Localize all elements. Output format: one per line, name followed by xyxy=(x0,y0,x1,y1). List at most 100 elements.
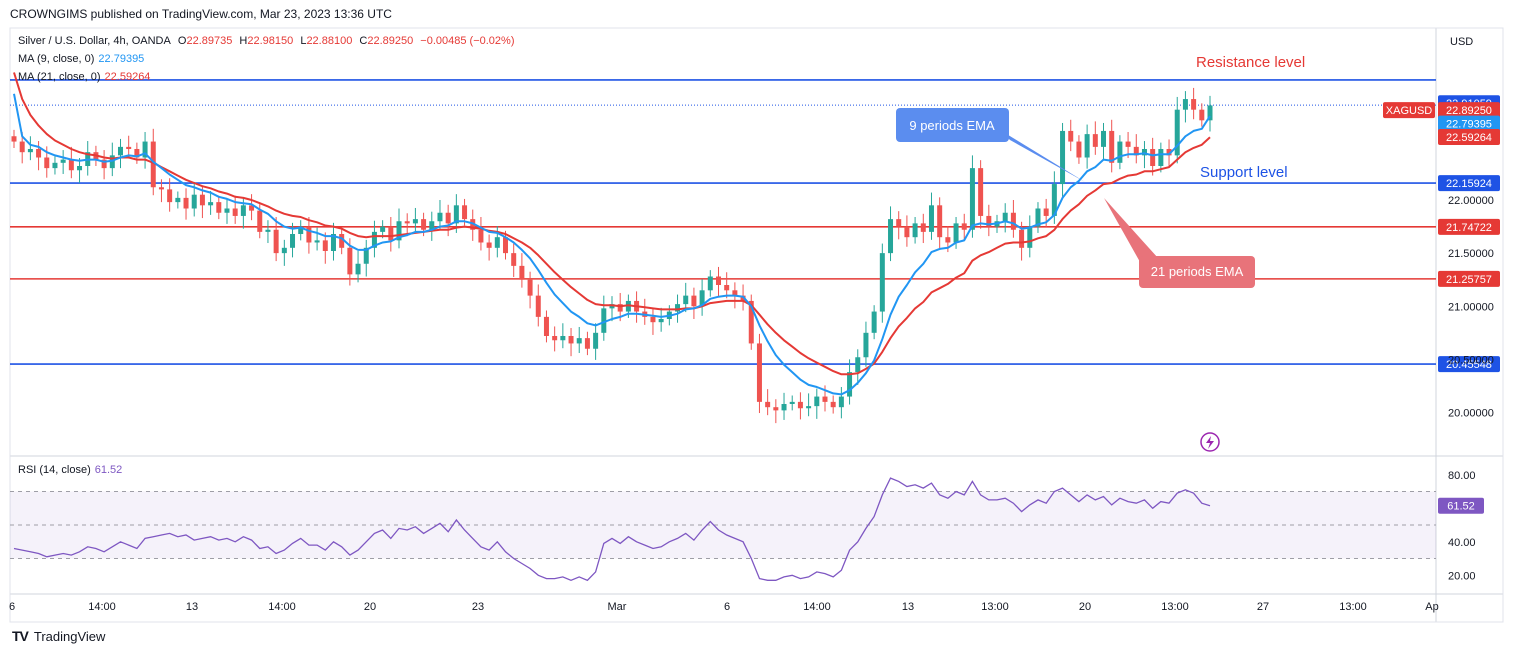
candle-body xyxy=(568,336,574,344)
ma9-legend: MA (9, close, 0) 22.79395 xyxy=(18,53,145,65)
candle-body xyxy=(330,234,336,251)
time-tick-label: 14:00 xyxy=(268,601,296,613)
candle-body xyxy=(1133,146,1139,156)
candle-body xyxy=(1101,130,1107,147)
lightning-icon xyxy=(1200,432,1220,452)
candle-body xyxy=(961,223,967,230)
time-tick-label: 14:00 xyxy=(803,601,831,613)
candle-body xyxy=(1109,130,1115,163)
candle-body xyxy=(412,219,418,224)
candle-body xyxy=(1191,99,1197,110)
time-tick-label: 13:00 xyxy=(1339,601,1367,613)
ema9-callout-pointer xyxy=(1000,130,1085,182)
candle-body xyxy=(150,141,156,188)
candle-body xyxy=(494,237,500,248)
candle-body xyxy=(1068,130,1074,142)
candle-body xyxy=(1010,212,1016,230)
candle-body xyxy=(101,159,107,169)
candle-body xyxy=(928,205,934,232)
candle-body xyxy=(347,247,353,275)
price-tick-label: 20.50000 xyxy=(1448,354,1494,366)
candle-body xyxy=(322,240,328,251)
rsi-legend: RSI (14, close) 61.52 xyxy=(18,464,123,476)
candle-body xyxy=(363,247,369,264)
candle-body xyxy=(978,168,984,216)
candle-body xyxy=(699,290,705,307)
candle-body xyxy=(208,202,214,206)
candle-body xyxy=(855,357,861,373)
grid-layer xyxy=(9,27,1504,623)
candle-body xyxy=(625,300,631,312)
candle-body xyxy=(36,149,42,158)
time-tick-label: 14:00 xyxy=(88,601,116,613)
candle-body xyxy=(675,304,681,312)
candle-body xyxy=(265,229,271,232)
candle-body xyxy=(355,263,361,275)
candle-body xyxy=(183,197,189,209)
time-tick-label: Ap xyxy=(1425,601,1438,613)
candle-body xyxy=(937,205,943,238)
candle-body xyxy=(249,205,255,211)
candle-body xyxy=(191,194,197,209)
candle-body xyxy=(109,155,115,169)
candle-body xyxy=(421,219,427,230)
candle-body xyxy=(224,208,230,213)
publisher-header: CROWNGIMS published on TradingView.com, … xyxy=(10,7,392,21)
candle-body xyxy=(1150,149,1156,166)
resistance-label: Resistance level xyxy=(1196,54,1305,71)
candle-body xyxy=(1166,149,1172,156)
ema9-callout-box xyxy=(896,108,1009,142)
close-value: 22.89250 xyxy=(367,35,414,47)
candle-body xyxy=(912,223,918,238)
candle-body xyxy=(290,234,296,248)
candle-body xyxy=(199,194,205,206)
candle-body xyxy=(1002,212,1008,222)
rsi-tick-label: 80.00 xyxy=(1448,470,1476,482)
level-price-label: 21.74722 xyxy=(1446,222,1492,234)
ema9-line xyxy=(13,93,1211,396)
candle-body xyxy=(1158,149,1164,166)
candle-body xyxy=(560,336,566,341)
candle-body xyxy=(650,316,656,323)
tradingview-footer[interactable]: TV TradingView xyxy=(12,628,105,644)
candle-body xyxy=(1043,208,1049,216)
candle-body xyxy=(888,219,894,254)
candle-body xyxy=(232,208,238,216)
price-tick-label: 21.50000 xyxy=(1448,248,1494,260)
ema21-callout-pointer xyxy=(1104,198,1158,262)
candle-body xyxy=(306,226,312,243)
candle-body xyxy=(503,237,509,254)
candle-body xyxy=(838,396,844,408)
time-tick-label: 6 xyxy=(724,601,730,613)
candle-body xyxy=(134,149,140,158)
candle-body xyxy=(77,166,83,171)
time-tick-label: Mar xyxy=(608,601,627,613)
candle-body xyxy=(584,338,590,349)
candle-body xyxy=(298,226,304,234)
low-value: 22.88100 xyxy=(306,35,353,47)
time-tick-label: 20 xyxy=(364,601,376,613)
candle-body xyxy=(314,240,320,243)
price-label-value: 22.59264 xyxy=(1446,132,1492,144)
price-label-tag xyxy=(1438,129,1500,146)
level-price-label: 22.15924 xyxy=(1446,178,1492,190)
candle-body xyxy=(1117,141,1123,163)
time-tick-label: 6 xyxy=(9,601,15,613)
candle-body xyxy=(945,237,951,243)
candle-body xyxy=(1051,184,1057,216)
ema21-line xyxy=(13,72,1211,376)
candle-body xyxy=(519,265,525,280)
support-label: Support level xyxy=(1200,164,1288,181)
candle-body xyxy=(404,221,410,224)
candle-body xyxy=(765,401,771,408)
ema21-callout-box xyxy=(1139,256,1255,288)
candle-body xyxy=(158,187,164,190)
brand-label: TradingView xyxy=(33,628,106,644)
candle-body xyxy=(871,311,877,333)
candle-body xyxy=(126,146,132,149)
candle-body xyxy=(781,404,787,411)
high-value: 22.98150 xyxy=(247,35,294,47)
rsi-value-tag xyxy=(1438,497,1484,514)
candle-body xyxy=(609,304,615,309)
